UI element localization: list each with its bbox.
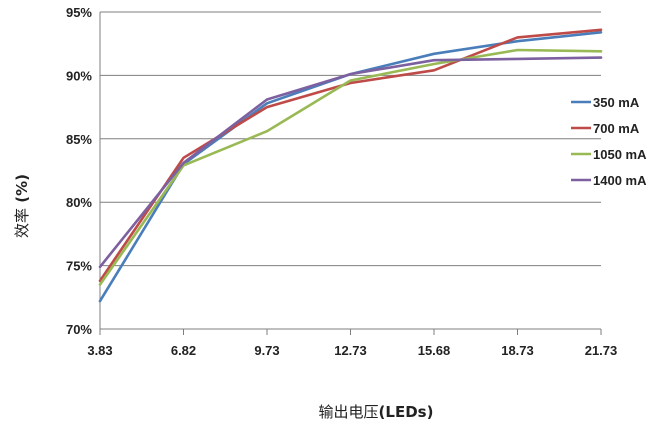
y-tick-label: 95% (66, 5, 92, 20)
x-tick-label: 15.68 (418, 343, 451, 358)
legend-entry: 350 mA (593, 95, 640, 110)
legend: 350 mA 700 mA 1050 mA 1400 mA (571, 95, 647, 188)
y-tick-label: 70% (66, 322, 92, 337)
series-line (98, 48, 603, 286)
x-tick-label: 6.82 (171, 343, 196, 358)
series-line (98, 28, 603, 283)
x-tick-label: 21.73 (585, 343, 618, 358)
legend-entry: 1400 mA (593, 173, 647, 188)
x-axis-label-main: 输出电压 (319, 403, 379, 421)
x-tick-label: 12.73 (334, 343, 367, 358)
y-axis-label-main: 效率 (13, 208, 31, 238)
series-line (98, 56, 603, 269)
y-axis-label-suffix: (%) (13, 174, 31, 208)
y-axis-label: 效率 (%) (13, 174, 31, 238)
x-tick-labels: 3.83 6.82 9.73 12.73 15.68 18.73 21.73 (87, 343, 617, 358)
y-tick-labels: 70% 75% 80% 85% 90% 95% (66, 5, 92, 337)
x-axis-label-suffix: (LEDs) (379, 403, 434, 421)
x-tick-label: 3.83 (87, 343, 112, 358)
x-axis-label: 输出电压(LEDs) (319, 403, 434, 421)
x-tick-label: 18.73 (501, 343, 534, 358)
series-line (98, 30, 603, 303)
axes (99, 12, 602, 335)
y-tick-label: 80% (66, 195, 92, 210)
y-tick-label: 90% (66, 68, 92, 83)
legend-entry: 1050 mA (593, 147, 647, 162)
series-lines (98, 28, 603, 303)
y-tick-label: 85% (66, 132, 92, 147)
legend-entry: 700 mA (593, 121, 640, 136)
x-tick-label: 9.73 (254, 343, 279, 358)
y-tick-label: 75% (66, 259, 92, 274)
